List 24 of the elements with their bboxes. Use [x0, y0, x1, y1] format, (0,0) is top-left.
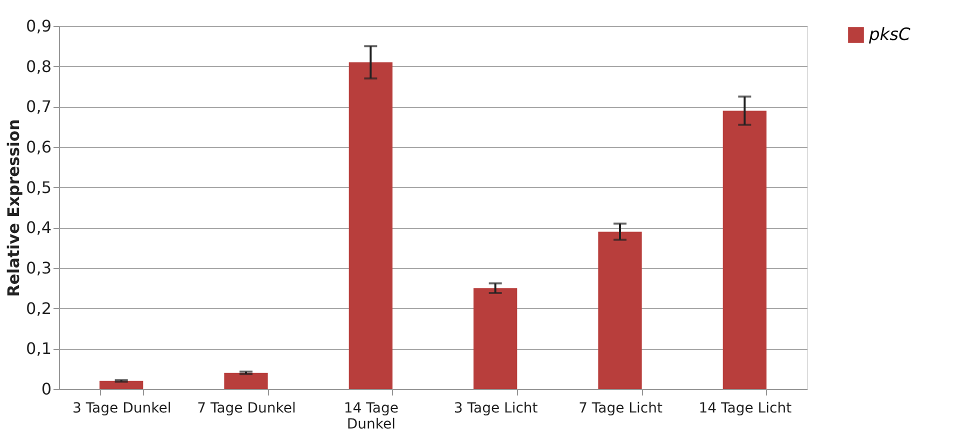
x-tick-label: 7 Tage Licht [578, 400, 663, 416]
y-tick-label: 0,6 [26, 138, 52, 156]
y-tick-label: 0,8 [26, 56, 52, 76]
y-tick-label: 0,2 [26, 298, 52, 318]
y-tick-label: 0,5 [26, 178, 52, 197]
x-tick-label: 3 Tage Licht [454, 400, 538, 416]
y-tick-label: 0,7 [26, 97, 52, 116]
bar [348, 62, 392, 389]
y-tick-label: 0,9 [26, 16, 52, 36]
y-axis-title: Relative Expression [4, 119, 24, 297]
legend-label: pksC [868, 25, 910, 45]
bar [722, 110, 766, 389]
x-tick-label: 14 Tage Dunkel [344, 400, 398, 432]
y-tick-label: 0,1 [26, 339, 52, 358]
bar [224, 372, 268, 389]
bar [474, 288, 518, 389]
bar [598, 232, 642, 389]
x-tick-label: 7 Tage Dunkel [197, 400, 296, 416]
y-tick-label: 0 [41, 380, 52, 398]
x-tick-label: 3 Tage Dunkel [72, 400, 172, 416]
y-tick-label: 0,4 [26, 218, 52, 238]
y-tick-label: 0,3 [26, 258, 52, 278]
bar [100, 380, 144, 389]
x-tick-label: 14 Tage Licht [698, 400, 792, 416]
